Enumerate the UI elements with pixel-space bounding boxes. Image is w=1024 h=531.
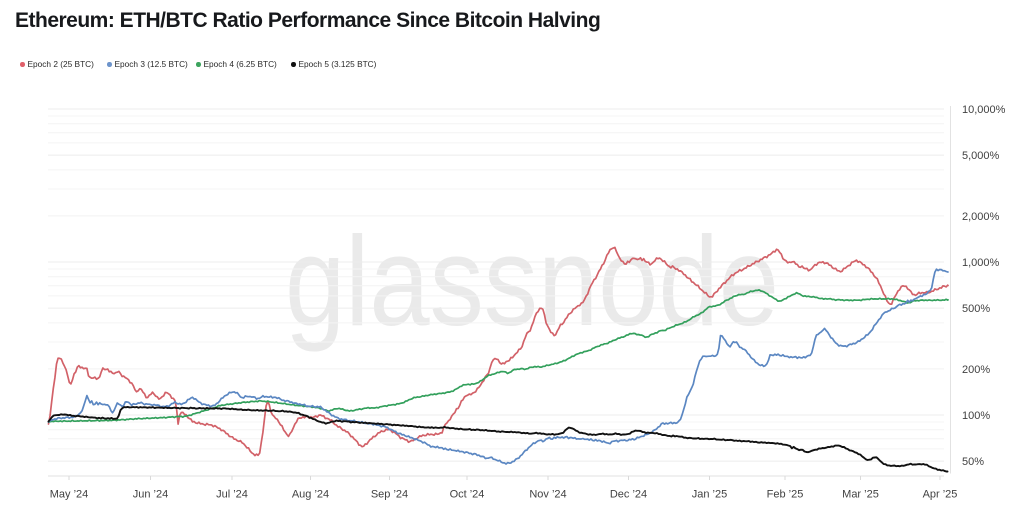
- svg-text:Dec ’24: Dec ’24: [610, 489, 647, 501]
- svg-text:Sep ’24: Sep ’24: [371, 489, 408, 501]
- svg-text:10,000%: 10,000%: [962, 104, 1006, 116]
- svg-text:Jun ’24: Jun ’24: [133, 489, 168, 501]
- svg-text:Nov ’24: Nov ’24: [529, 489, 566, 501]
- svg-text:Feb ’25: Feb ’25: [767, 489, 804, 501]
- svg-text:500%: 500%: [962, 303, 990, 315]
- svg-text:50%: 50%: [962, 456, 984, 468]
- svg-text:glassnode: glassnode: [285, 210, 779, 352]
- svg-text:1,000%: 1,000%: [962, 257, 1000, 269]
- svg-text:Oct ’24: Oct ’24: [450, 489, 485, 501]
- svg-text:Jan ’25: Jan ’25: [692, 489, 727, 501]
- svg-text:Aug ’24: Aug ’24: [292, 489, 329, 501]
- svg-text:100%: 100%: [962, 410, 990, 422]
- svg-text:2,000%: 2,000%: [962, 211, 1000, 223]
- svg-text:Apr ’25: Apr ’25: [923, 489, 958, 501]
- svg-text:200%: 200%: [962, 364, 990, 376]
- svg-text:Mar ’25: Mar ’25: [842, 489, 879, 501]
- svg-text:May ’24: May ’24: [50, 489, 89, 501]
- svg-text:5,000%: 5,000%: [962, 150, 1000, 162]
- svg-text:Jul ’24: Jul ’24: [216, 489, 248, 501]
